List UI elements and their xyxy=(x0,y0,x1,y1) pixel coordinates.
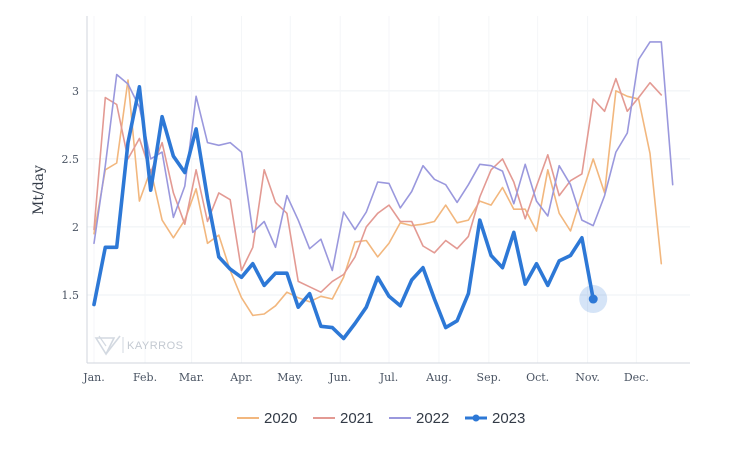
legend-label: 2021 xyxy=(340,410,373,427)
legend-item-2021[interactable]: 2021 xyxy=(313,410,373,427)
y-tick-label: 2.5 xyxy=(62,153,80,166)
y-tick-label: 3 xyxy=(72,85,79,98)
x-tick-label: Aug. xyxy=(425,371,452,384)
x-tick-label: Jan. xyxy=(82,371,105,384)
legend-label: 2023 xyxy=(492,410,525,427)
series-line-2023 xyxy=(92,85,596,341)
y-tick-label: 1.5 xyxy=(62,289,80,302)
x-tick-label: Feb. xyxy=(133,371,157,384)
highlight-point-marker[interactable] xyxy=(588,294,598,304)
x-tick-label: Nov. xyxy=(575,371,600,384)
series-line-2022 xyxy=(93,41,674,272)
x-tick-labels: Jan. Feb. Mar. Apr. May. Jun. Jul. Aug. Sep. Oct.… xyxy=(82,371,649,384)
legend-item-2022[interactable]: 2022 xyxy=(389,410,449,427)
series-lines xyxy=(92,41,674,341)
legend: 2020 2021 2022 2023 xyxy=(237,410,525,427)
kayrros-logo-icon xyxy=(94,335,121,356)
legend-label: 2022 xyxy=(416,410,449,427)
x-tick-label: Dec. xyxy=(624,371,649,384)
legend-marker xyxy=(472,414,480,422)
x-tick-label: Apr. xyxy=(229,371,253,384)
x-tick-label: Jun. xyxy=(328,371,351,384)
legend-item-2020[interactable]: 2020 xyxy=(237,410,297,427)
highlighted-point xyxy=(579,285,608,314)
legend-label: 2020 xyxy=(264,410,297,427)
x-tick-label: Mar. xyxy=(179,371,204,384)
watermark: KAYRROS xyxy=(94,335,183,356)
legend-item-2023[interactable]: 2023 xyxy=(465,410,525,427)
y-tick-label: 2 xyxy=(72,221,79,234)
watermark-text: KAYRROS xyxy=(127,340,183,352)
x-tick-label: May. xyxy=(277,371,303,384)
x-tick-label: Jul. xyxy=(379,371,399,384)
x-tick-label: Sep. xyxy=(477,371,502,384)
series-line-2021 xyxy=(93,77,663,294)
y-tick-labels: 1.5 2 2.5 3 xyxy=(62,85,80,302)
y-axis-title: Mt/day xyxy=(31,165,47,215)
x-tick-label: Oct. xyxy=(526,371,549,384)
axes xyxy=(86,16,690,364)
